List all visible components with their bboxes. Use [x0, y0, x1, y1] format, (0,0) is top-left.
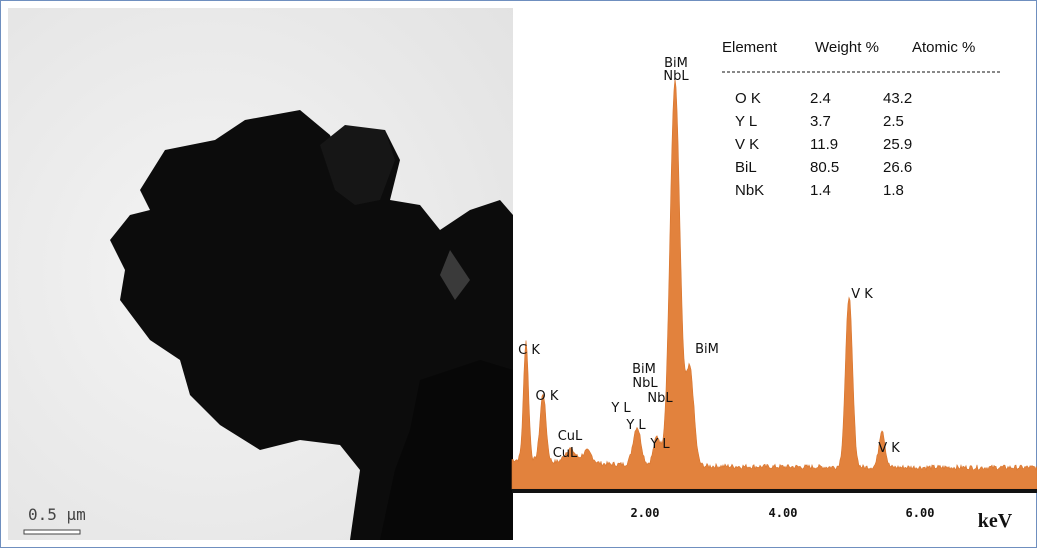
x-tick-label: 4.00: [769, 506, 798, 520]
composition-table: Element Weight % Atomic % O K 2.4 43.2 Y L 3.7 2…: [722, 39, 975, 199]
peak-label: NbL: [663, 69, 689, 84]
table-header: Element: [722, 39, 778, 56]
table-header: Weight %: [815, 39, 879, 56]
x-tick-label: 6.00: [906, 506, 935, 520]
table-cell: 25.9: [883, 136, 912, 153]
table-cell: 1.8: [883, 182, 904, 199]
scale-bar-label: 0.5 µm: [28, 505, 86, 524]
peak-label: V K: [878, 441, 900, 456]
peak-label: Y L: [649, 437, 670, 452]
peak-label: BiM: [664, 56, 688, 71]
particle: [380, 360, 513, 540]
table-cell: 1.4: [810, 182, 831, 199]
table-cell: Y L: [735, 113, 757, 130]
x-tick-label: 2.00: [631, 506, 660, 520]
table-header: Atomic %: [912, 39, 975, 56]
table-cell: 2.4: [810, 90, 831, 107]
table-cell: 26.6: [883, 159, 912, 176]
spectrum-trace: [511, 78, 1037, 490]
peak-label: NbL: [632, 376, 658, 391]
table-cell: O K: [735, 90, 761, 107]
peak-label: BiM: [695, 342, 719, 357]
table-cell: NbK: [735, 182, 764, 199]
table-cell: 11.9: [810, 136, 838, 153]
x-axis: [512, 489, 1037, 493]
peak-label: CuL: [558, 429, 583, 444]
particle: [320, 125, 395, 205]
table-cell: 3.7: [810, 113, 831, 130]
particle-detail: [440, 250, 470, 300]
peak-label: C K: [518, 343, 540, 358]
peak-label: Y L: [625, 418, 646, 433]
scale-bar: [23, 529, 81, 535]
table-cell: 2.5: [883, 113, 904, 130]
peak-label: NbL: [647, 391, 673, 406]
peak-label: Y L: [610, 401, 631, 416]
peak-label: BiM: [632, 362, 656, 377]
table-cell: 80.5: [810, 159, 839, 176]
peak-label: V K: [851, 287, 873, 302]
table-cell: V K: [735, 136, 759, 153]
x-axis-unit: keV: [978, 510, 1013, 532]
peak-label: CuL: [553, 446, 578, 461]
table-cell: 43.2: [883, 90, 912, 107]
tem-image: 0.5 µm: [8, 8, 513, 540]
peak-label: O K: [536, 389, 559, 404]
table-cell: BiL: [735, 159, 757, 176]
